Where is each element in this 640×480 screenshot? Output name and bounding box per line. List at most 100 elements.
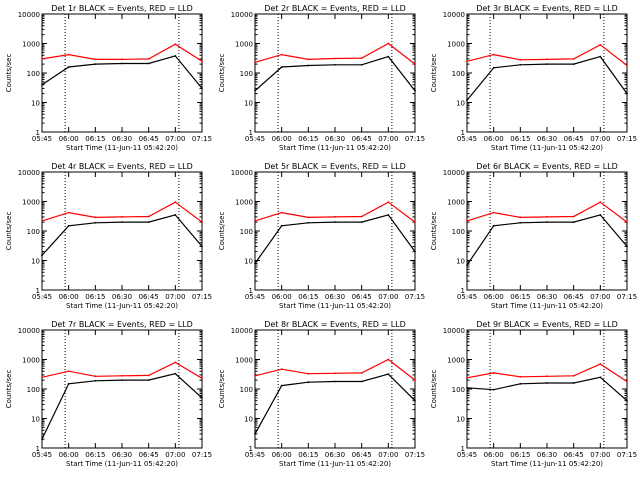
x-tick-label: 06:30 [112, 451, 132, 459]
x-tick-label: 07:15 [405, 135, 425, 143]
y-tick-label: 1000 [235, 41, 253, 49]
x-tick-label: 06:00 [272, 135, 292, 143]
y-tick-label: 1000 [447, 199, 465, 207]
y-tick-label: 100 [240, 386, 253, 394]
y-axis-label: Counts/sec [218, 370, 226, 409]
y-tick-label: 100 [452, 228, 465, 236]
x-tick-label: 05:45 [32, 135, 52, 143]
x-tick-label: 06:00 [59, 293, 79, 301]
data-point-events [519, 221, 522, 224]
x-tick-label: 06:00 [484, 135, 504, 143]
y-tick-label: 10000 [443, 327, 465, 335]
data-point-events [414, 89, 416, 92]
data-point-lld [174, 361, 177, 364]
data-point-lld [492, 211, 495, 214]
x-tick-label: 06:15 [85, 451, 105, 459]
data-point-lld [387, 42, 390, 45]
x-tick-label: 06:15 [85, 135, 105, 143]
data-point-events [254, 433, 256, 435]
data-point-lld [492, 53, 495, 56]
x-tick-label: 07:15 [617, 135, 637, 143]
data-point-events [280, 224, 283, 227]
y-tick-label: 100 [240, 70, 253, 78]
series-line-lld [466, 44, 628, 66]
data-point-events [626, 399, 628, 402]
y-tick-label: 1000 [447, 357, 465, 365]
y-tick-label: 10 [456, 258, 465, 266]
detector-plot-8: Det 8r BLACK = Events, RED = LLD 1 10 100 10… [218, 320, 425, 468]
data-point-lld [147, 58, 150, 60]
data-point-lld [41, 58, 43, 60]
y-tick-label: 10000 [18, 11, 40, 19]
y-axis-label: Counts/sec [218, 212, 226, 251]
x-tick-label: 06:45 [352, 451, 372, 459]
data-point-lld [307, 58, 310, 61]
y-tick-label: 1 [36, 287, 40, 295]
x-tick-label: 05:45 [245, 135, 265, 143]
data-point-lld [492, 372, 495, 374]
y-tick-label: 10000 [18, 169, 40, 177]
x-tick-label: 07:15 [617, 451, 637, 459]
data-point-lld [67, 53, 70, 56]
plot-frame [466, 13, 628, 133]
x-tick-label: 07:00 [165, 451, 185, 459]
x-tick-label: 06:30 [112, 135, 132, 143]
y-axis-label: Counts/sec [5, 370, 13, 409]
x-tick-label: 07:00 [378, 135, 398, 143]
series-line-events [466, 376, 628, 402]
detector-plot-2: Det 2r BLACK = Events, RED = LLD 1 10 100 10… [218, 4, 425, 152]
series-line-events [254, 373, 416, 435]
y-tick-label: 1 [249, 129, 253, 137]
y-tick-label: 100 [27, 70, 40, 78]
data-point-lld [280, 211, 283, 214]
x-axis-label: Start Time (11-Jun-11 05:42:20) [66, 144, 178, 152]
data-point-lld [414, 379, 416, 382]
detector-plot-7: Det 7r BLACK = Events, RED = LLD 1 10 100 10… [5, 320, 212, 468]
y-tick-label: 1000 [235, 199, 253, 207]
data-point-events [121, 379, 123, 382]
data-point-events [67, 224, 70, 227]
data-point-events [41, 254, 43, 257]
detector-plot-5: Det 5r BLACK = Events, RED = LLD 1 10 100 10… [218, 162, 425, 310]
data-point-events [67, 66, 70, 68]
y-tick-label: 10 [31, 416, 40, 424]
data-point-events [546, 221, 548, 224]
data-point-events [466, 386, 468, 389]
x-axis-label: Start Time (11-Jun-11 05:42:20) [66, 302, 178, 310]
data-point-lld [546, 58, 548, 61]
plot-frame [41, 13, 203, 133]
data-point-events [414, 399, 416, 402]
x-tick-label: 06:15 [85, 293, 105, 301]
x-axis-label: Start Time (11-Jun-11 05:42:20) [491, 302, 603, 310]
data-point-events [599, 55, 602, 58]
plot-title: Det 9r BLACK = Events, RED = LLD [476, 320, 618, 329]
data-point-lld [519, 375, 522, 378]
y-tick-label: 1 [249, 445, 253, 453]
y-tick-label: 1 [461, 129, 465, 137]
y-tick-label: 10 [31, 258, 40, 266]
data-point-events [41, 438, 43, 441]
y-tick-label: 10 [31, 100, 40, 108]
data-point-events [626, 245, 628, 248]
y-tick-label: 1 [36, 445, 40, 453]
x-tick-label: 06:45 [564, 135, 584, 143]
data-point-lld [121, 374, 123, 377]
x-axis-label: Start Time (11-Jun-11 05:42:20) [279, 144, 391, 152]
y-tick-label: 10 [456, 416, 465, 424]
data-point-events [546, 382, 548, 384]
x-tick-label: 06:45 [564, 293, 584, 301]
data-point-events [572, 382, 575, 384]
data-point-events [334, 380, 336, 383]
data-point-events [599, 376, 602, 379]
x-tick-label: 06:00 [272, 451, 292, 459]
y-tick-label: 1 [461, 445, 465, 453]
data-point-lld [280, 53, 283, 56]
data-point-lld [94, 216, 97, 219]
data-point-lld [466, 219, 468, 222]
data-point-lld [626, 221, 628, 224]
data-point-events [94, 379, 97, 382]
x-tick-label: 06:30 [112, 293, 132, 301]
data-point-events [572, 63, 575, 66]
y-tick-label: 1000 [22, 41, 40, 49]
